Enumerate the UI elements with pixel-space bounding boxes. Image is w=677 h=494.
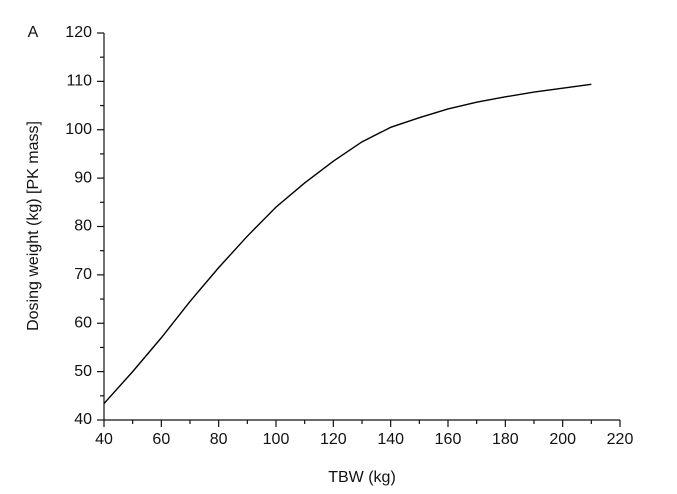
x-tick-label: 80 — [210, 431, 228, 448]
y-tick-label: 100 — [65, 121, 92, 138]
x-tick-label: 200 — [549, 431, 576, 448]
y-tick-label: 50 — [74, 363, 92, 380]
x-tick-label: 120 — [320, 431, 347, 448]
y-tick-label: 60 — [74, 314, 92, 331]
x-tick-label: 220 — [607, 431, 634, 448]
data-line — [103, 83, 592, 405]
y-tick-label: 70 — [74, 266, 92, 283]
x-tick-label: 100 — [263, 431, 290, 448]
x-tick-label: 140 — [377, 431, 404, 448]
y-tick-label: 40 — [74, 411, 92, 428]
x-axis-label: TBW (kg) — [328, 469, 396, 486]
y-tick-label: 80 — [74, 218, 92, 235]
x-tick-label: 160 — [435, 431, 462, 448]
y-tick-label: 90 — [74, 169, 92, 186]
x-tick-label: 60 — [152, 431, 170, 448]
y-axis-label: Dosing weight (kg) [PK mass] — [25, 121, 42, 331]
panel-label: A — [28, 24, 39, 41]
y-tick-label: 120 — [65, 24, 92, 41]
y-tick-label: 110 — [66, 73, 92, 90]
x-tick-label: 40 — [95, 431, 113, 448]
x-tick-label: 180 — [492, 431, 519, 448]
